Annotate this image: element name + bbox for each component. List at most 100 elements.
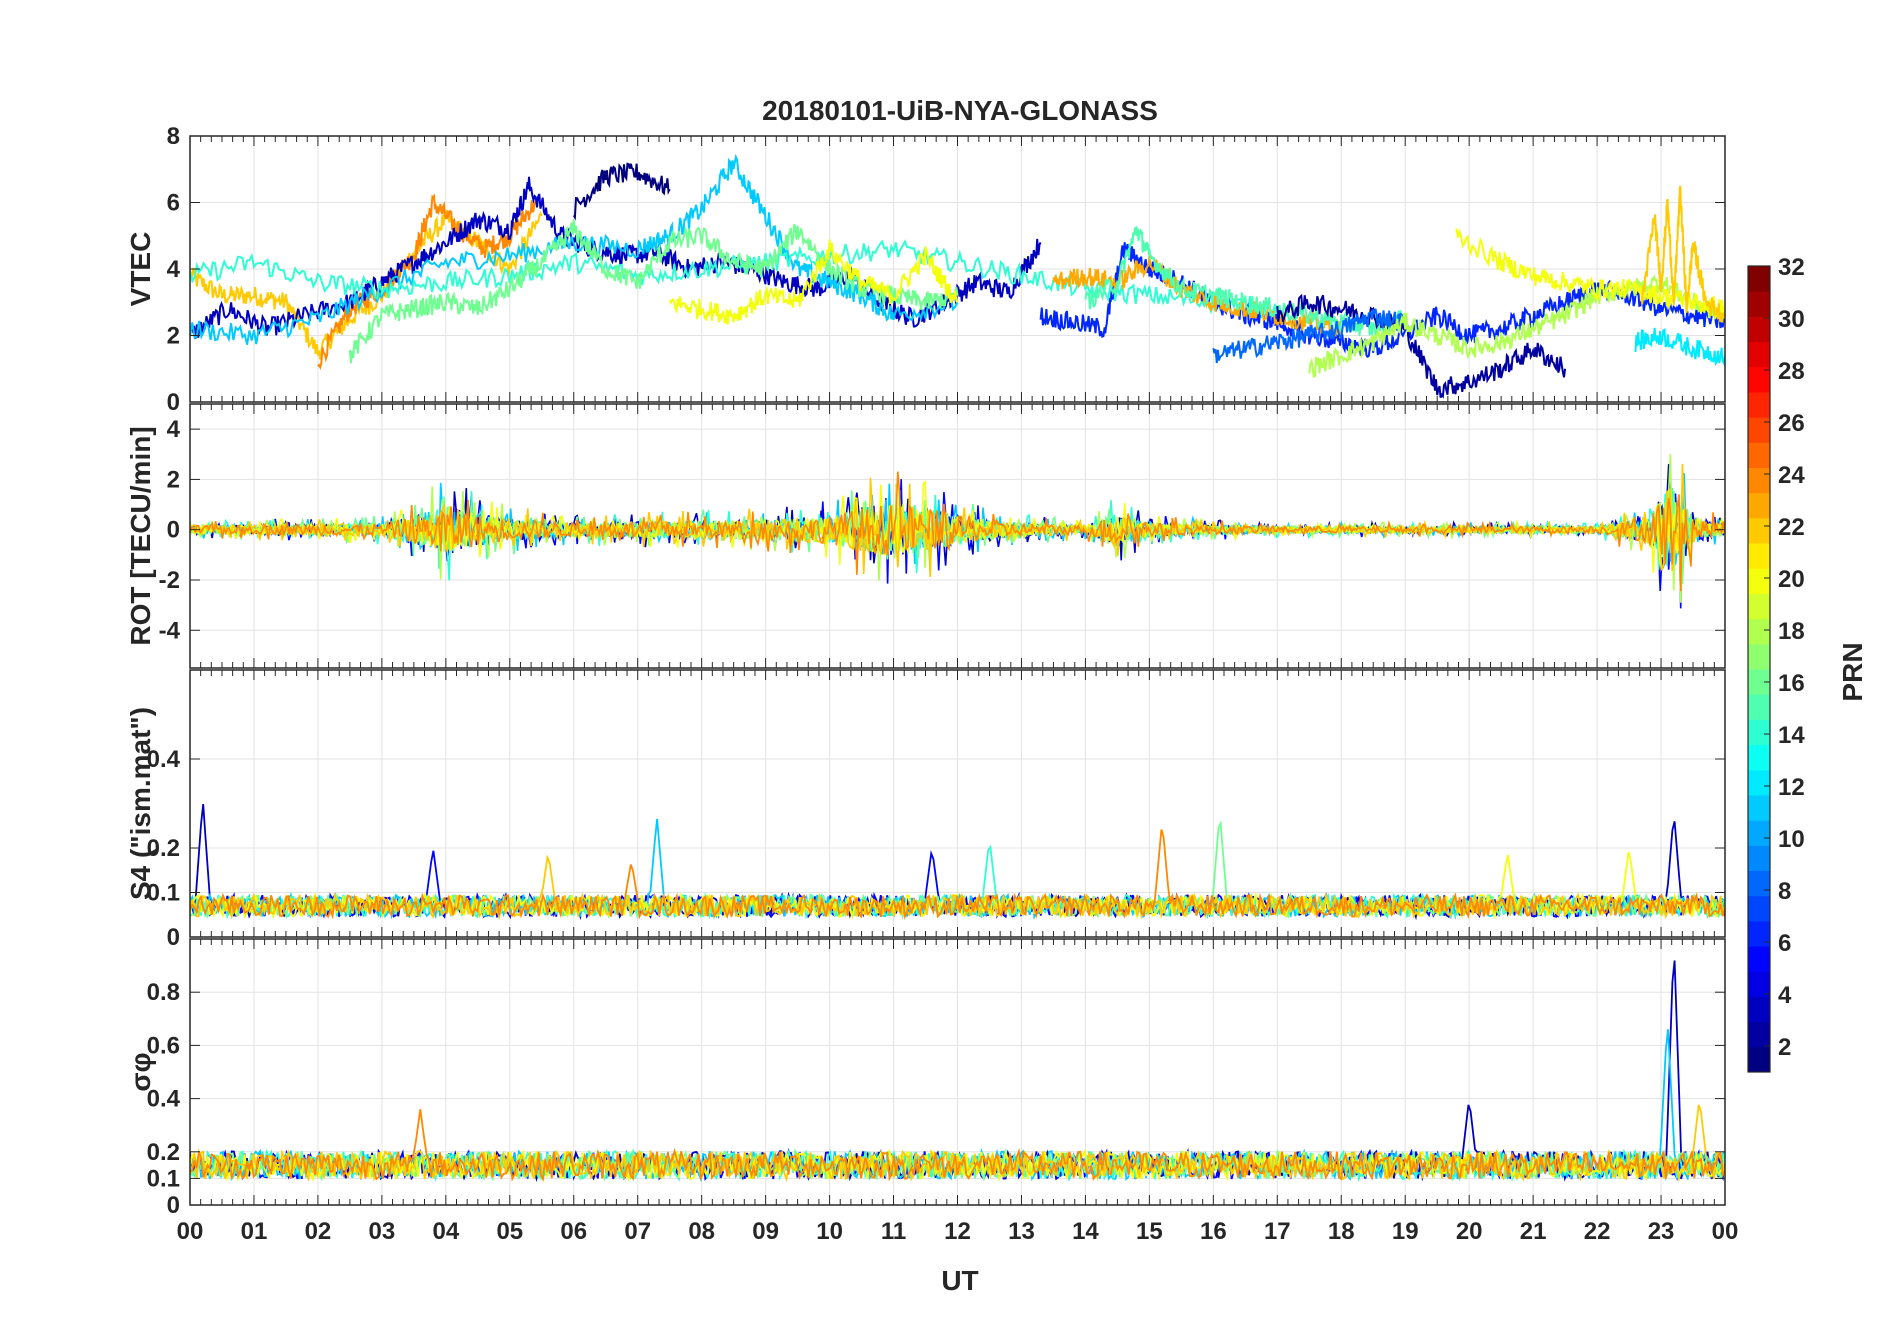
vtec-series-prn-1 xyxy=(572,162,671,221)
x-tick-label: 19 xyxy=(1392,1218,1419,1245)
colorbar-tick-label: 2 xyxy=(1778,1034,1791,1061)
vtec-series-prn-16 xyxy=(348,219,959,364)
colorbar-segment xyxy=(1748,1046,1770,1073)
y-tick-label: 2 xyxy=(167,323,180,350)
x-tick-label: 13 xyxy=(1008,1218,1035,1245)
colorbar-segment xyxy=(1748,769,1770,796)
y-tick-label: 0.8 xyxy=(147,979,180,1006)
colorbar-tick-label: 18 xyxy=(1778,618,1805,645)
x-axis-label: UT xyxy=(941,1265,978,1296)
x-tick-label: 22 xyxy=(1584,1218,1611,1245)
vtec-series-prn-2 xyxy=(1276,293,1567,399)
colorbar-segment xyxy=(1748,820,1770,846)
colorbar-tick-label: 16 xyxy=(1778,670,1805,697)
colorbar-tick-label: 12 xyxy=(1778,774,1805,801)
colorbar-segment xyxy=(1748,593,1770,620)
x-tick-label: 14 xyxy=(1072,1218,1099,1245)
panel-sigma_phi-series xyxy=(190,960,1725,1183)
colorbar-segment xyxy=(1748,895,1770,922)
rot-series-prn-24 xyxy=(190,471,1725,592)
vtec-series-prn-23 xyxy=(1052,255,1343,339)
vtec-series-prn-3 xyxy=(190,176,1042,339)
colorbar-segment xyxy=(1748,417,1770,443)
x-tick-label: 15 xyxy=(1136,1218,1163,1245)
colorbar-segment xyxy=(1748,669,1770,695)
x-tick-label: 10 xyxy=(816,1218,843,1245)
figure-title: 20180101-UiB-NYA-GLONASS xyxy=(762,95,1158,126)
vtec-series-prn-24 xyxy=(317,193,536,371)
panel-rot-series xyxy=(190,454,1725,609)
x-tick-label: 11 xyxy=(881,1218,906,1245)
y-tick-label: 0.4 xyxy=(147,1086,181,1113)
colorbar-tick-label: 10 xyxy=(1778,826,1805,853)
y-tick-label: -2 xyxy=(159,567,180,594)
colorbar-segment xyxy=(1748,643,1770,670)
panel-vtec-series xyxy=(190,153,1725,399)
y-tick-label: 6 xyxy=(167,190,180,217)
colorbar-segment xyxy=(1748,719,1770,746)
x-tick-label: 02 xyxy=(305,1218,332,1245)
x-tick-label: 23 xyxy=(1648,1218,1675,1245)
vtec-series-prn-20 xyxy=(668,239,959,325)
colorbar-label: PRN xyxy=(1837,642,1868,701)
colorbar-frame xyxy=(1747,265,1771,1073)
colorbar-segment xyxy=(1748,946,1770,972)
y-axis-label-vtec: VTEC xyxy=(125,232,156,307)
colorbar-tick-label: 8 xyxy=(1778,878,1791,905)
x-tick-label: 07 xyxy=(624,1218,651,1245)
y-axis-label-rot: ROT [TECU/min] xyxy=(125,426,156,645)
colorbar-tick-label: 32 xyxy=(1778,254,1805,281)
y-tick-label: -4 xyxy=(159,617,181,644)
x-tick-label: 06 xyxy=(560,1218,587,1245)
y-tick-label: 0 xyxy=(167,517,180,544)
colorbar-tick-label: 14 xyxy=(1778,722,1805,749)
panel-sigma_phi: 00.10.2 0.4 0.6 0.8 σφ xyxy=(125,938,1726,1219)
y-tick-label: 0.2 xyxy=(147,1139,180,1166)
colorbar-segment xyxy=(1748,694,1770,720)
vtec-series-prn-22 xyxy=(1640,185,1725,323)
colorbar-tick-label: 28 xyxy=(1778,358,1805,385)
colorbar-segment xyxy=(1748,543,1770,569)
colorbar-tick-label: 4 xyxy=(1778,982,1792,1009)
colorbar-tick-label: 24 xyxy=(1778,462,1805,489)
x-tick-label: 04 xyxy=(432,1218,459,1245)
vtec-series-prn-12 xyxy=(1634,327,1725,367)
colorbar-tick-label: 20 xyxy=(1778,566,1805,593)
panel-rot: -4 -2 0 2 4 ROT [TECU/min] xyxy=(125,403,1726,669)
y-tick-label: 0 xyxy=(167,924,180,951)
colorbar-tick-label: 26 xyxy=(1778,410,1805,437)
x-tick-label: 03 xyxy=(369,1218,396,1245)
y-axis-label-sigma_phi: σφ xyxy=(125,1052,156,1091)
colorbar-segment xyxy=(1748,920,1770,947)
s4-series-prn-24 xyxy=(190,829,1725,920)
x-tick-label: 08 xyxy=(688,1218,715,1245)
colorbar-segment xyxy=(1748,744,1770,771)
x-tick-label: 00 xyxy=(1712,1218,1739,1245)
colorbar-segment xyxy=(1748,391,1770,418)
x-tick-label: 16 xyxy=(1200,1218,1227,1245)
x-tick-label: 05 xyxy=(496,1218,523,1245)
colorbar-segment xyxy=(1748,870,1770,897)
colorbar-segment xyxy=(1748,492,1770,519)
colorbar-segment xyxy=(1748,568,1770,594)
colorbar-segment xyxy=(1748,341,1770,368)
y-tick-label: 8 xyxy=(167,123,180,150)
sigma_phi-series-prn-24 xyxy=(190,1109,1725,1183)
y-tick-label: 0 xyxy=(167,389,180,416)
colorbar-tick-label: 22 xyxy=(1778,514,1805,541)
y-axis-label-s4: S4 ("ism.mat") xyxy=(125,707,156,900)
colorbar-segment xyxy=(1748,316,1770,343)
x-tick-label: 09 xyxy=(752,1218,779,1245)
x-tick-label: 12 xyxy=(944,1218,971,1245)
colorbar-segment xyxy=(1748,618,1770,645)
rot-series-prn-22 xyxy=(190,463,1725,578)
colorbar-segment xyxy=(1748,467,1770,494)
y-tick-label: 0.2 xyxy=(147,835,180,862)
x-tick-label: 18 xyxy=(1328,1218,1355,1245)
colorbar-segment xyxy=(1748,1021,1770,1048)
colorbar-segment xyxy=(1748,442,1770,468)
y-tick-label: 0.1 xyxy=(147,1165,180,1192)
